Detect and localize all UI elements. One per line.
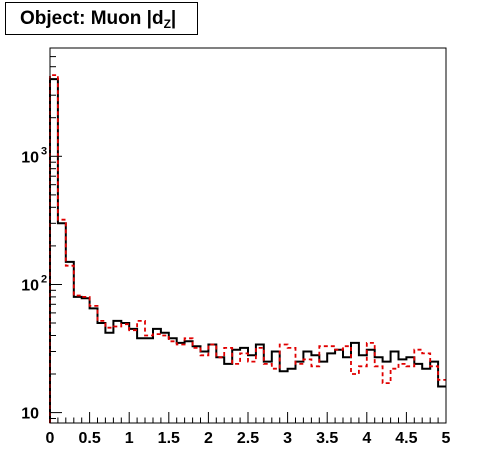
title-subscript: Z — [163, 17, 171, 31]
x-tick-label: 0 — [46, 430, 55, 447]
series-1-line — [49, 78, 446, 423]
chart-title: Object: Muon |dZ| — [5, 2, 198, 35]
plot-frame — [49, 47, 447, 424]
y-tick-exponent: 2 — [41, 274, 47, 286]
x-tick-label: 5 — [442, 430, 451, 447]
x-tick-label: 1 — [125, 430, 134, 447]
x-tick-label: 4.5 — [395, 430, 417, 447]
title-suffix: | — [170, 8, 177, 29]
x-tick-label: 4 — [362, 430, 371, 447]
x-tick-label: 1.5 — [158, 430, 180, 447]
y-tick-exponent: 3 — [41, 145, 47, 157]
ticks-layer — [49, 47, 447, 423]
y-tick-label: 10 — [21, 406, 39, 423]
x-tick-label: 0.5 — [78, 430, 100, 447]
series-2-line — [49, 74, 446, 423]
series-layer — [49, 74, 446, 423]
y-tick-label: 10 — [21, 149, 39, 166]
x-tick-label: 3.5 — [316, 430, 338, 447]
x-tick-label: 3 — [283, 430, 292, 447]
x-tick-label: 2 — [204, 430, 213, 447]
title-prefix: Object: Muon |d — [20, 8, 164, 29]
x-tick-label: 2.5 — [237, 430, 259, 447]
y-tick-label: 10 — [21, 278, 39, 295]
